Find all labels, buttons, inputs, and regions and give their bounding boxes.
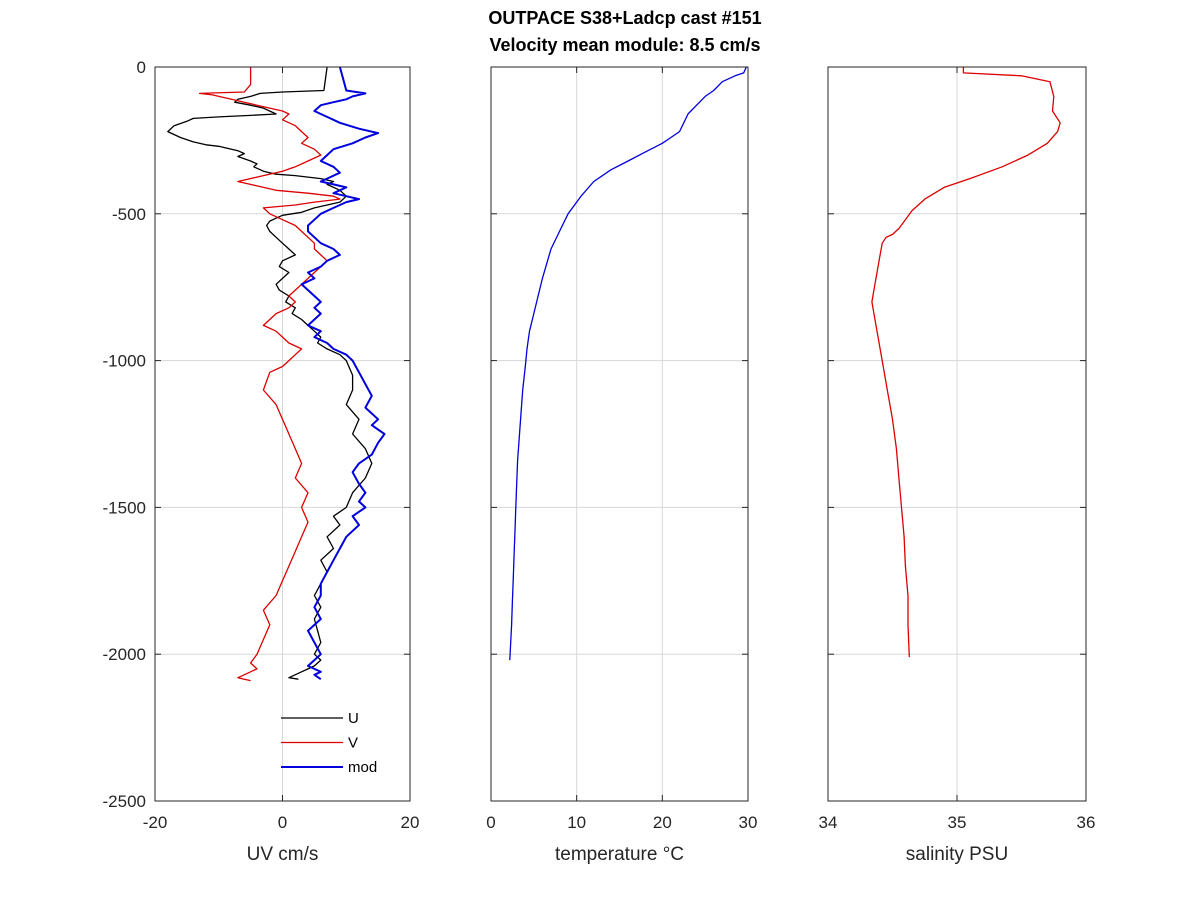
velocity-ytick-label: 0 [137,58,146,77]
salinity-xtick-label: 35 [948,813,967,832]
velocity-xtick-label: 0 [278,813,287,832]
legend-label-v: V [348,735,358,752]
velocity-ytick-label: -1500 [103,498,146,517]
salinity-panel: 34 35 36 salinity PSU [819,66,1096,865]
plot-panels: -20 0 20 0 -500 -1000 -1500 -2000 -2500 UV cm/s UV… [103,58,1096,865]
salinity-xtick-label: 34 [819,813,838,832]
salinity-x-axis-label: salinity PSU [906,844,1008,865]
temperature-series-line-0 [509,66,747,661]
temperature-xtick-label: 30 [739,813,758,832]
velocity-x-axis-label: UV cm/s [247,844,319,865]
velocity-series-mod [300,66,386,681]
velocity-xtick-label: -20 [143,813,168,832]
salinity-series-line-0 [871,67,1061,658]
temperature-xtick-label: 0 [486,813,495,832]
salinity-xtick-label: 36 [1077,813,1096,832]
velocity-panel: -20 0 20 0 -500 -1000 -1500 -2000 -2500 UV cm/s UV… [103,58,420,865]
velocity-xtick-label: 20 [401,813,420,832]
legend-label-u: U [348,710,359,727]
temperature-xtick-label: 10 [567,813,586,832]
velocity-ytick-label: -1000 [103,352,146,371]
legend-label-mod: mod [348,759,377,776]
velocity-ytick-label: -2500 [103,792,146,811]
chart-title-line-1: OUTPACE S38+Ladcp cast #151 [488,8,761,28]
velocity-ytick-label: -2000 [103,645,146,664]
velocity-series-u [167,66,373,680]
temperature-panel: 0 10 20 30 temperature °C [486,66,758,865]
temperature-axes-frame [490,66,749,802]
chart-title-line-2: Velocity mean module: 8.5 cm/s [489,35,760,55]
temperature-x-axis-label: temperature °C [555,844,684,865]
temperature-xtick-label: 20 [653,813,672,832]
velocity-ytick-label: -500 [112,205,146,224]
